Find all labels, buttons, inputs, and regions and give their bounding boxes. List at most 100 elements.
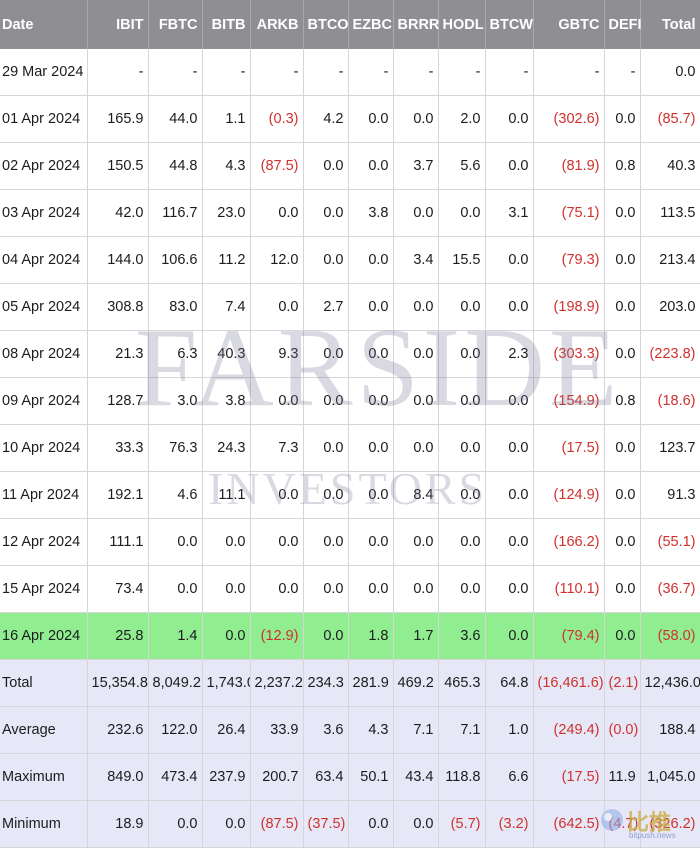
column-header-arkb: ARKB [250,0,304,49]
cell-hodl: 15.5 [438,236,486,284]
cell-total: (58.0) [640,612,700,660]
cell-btcw: 0.0 [485,283,534,331]
cell-ibit: 308.8 [87,283,149,331]
cell-brrr: 0.0 [393,565,439,613]
row-label: 01 Apr 2024 [0,95,88,143]
cell-total: 188.4 [640,706,700,754]
cell-bitb: 23.0 [202,189,251,237]
cell-total: 113.5 [640,189,700,237]
table-row: 09 Apr 2024 128.7 3.0 3.8 0.0 0.0 0.0 0.0 0.0 0.0… [0,377,700,425]
cell-defi: 0.8 [604,377,641,425]
cell-total: 91.3 [640,471,700,519]
summary-row-minimum: Minimum 18.9 0.0 0.0 (87.5) (37.5) 0.0 0.0 (5.7)… [0,800,700,848]
cell-btco: 2.7 [303,283,349,331]
cell-bitb: 0.0 [202,518,251,566]
cell-ezbc: 0.0 [348,565,394,613]
cell-total: (36.7) [640,565,700,613]
cell-fbtc: 3.0 [148,377,203,425]
cell-bitb: 0.0 [202,612,251,660]
cell-btcw: (3.2) [485,800,534,848]
cell-bitb: 24.3 [202,424,251,472]
cell-total: (85.7) [640,95,700,143]
cell-brrr: 0.0 [393,518,439,566]
cell-hodl: 5.6 [438,142,486,190]
cell-defi: 0.0 [604,471,641,519]
cell-defi: (2.1) [604,659,641,707]
cell-ezbc: 4.3 [348,706,394,754]
cell-bitb: 4.3 [202,142,251,190]
cell-total: (223.8) [640,330,700,378]
bitpush-badge: 比推 bitpush.news [597,803,697,845]
cell-btco: 0.0 [303,518,349,566]
summary-row-total: Total15,354.88,049.21,743.02,237.2234.32… [0,659,700,707]
cell-ezbc: 0.0 [348,471,394,519]
cell-gbtc: (81.9) [533,142,605,190]
cell-ibit: 192.1 [87,471,149,519]
cell-total: 203.0 [640,283,700,331]
cell-arkb: 0.0 [250,565,304,613]
cell-ezbc: 0.0 [348,283,394,331]
cell-btco: 4.2 [303,95,349,143]
table-row: 12 Apr 2024 111.1 0.0 0.0 0.0 0.0 0.0 0.0 0.0 0.0… [0,518,700,566]
cell-ezbc: 1.8 [348,612,394,660]
cell-total: 0.0 [640,49,700,96]
cell-btco: 3.6 [303,706,349,754]
cell-ibit: 111.1 [87,518,149,566]
cell-btcw: 0.0 [485,612,534,660]
cell-btco: 0.0 [303,612,349,660]
row-label: 15 Apr 2024 [0,565,88,613]
cell-gbtc: (16,461.6) [533,659,605,707]
cell-brrr: 0.0 [393,283,439,331]
cell-btcw: 2.3 [485,330,534,378]
cell-bitb: 237.9 [202,753,251,801]
cell-arkb: - [250,49,304,96]
cell-fbtc: 0.0 [148,518,203,566]
cell-brrr: - [393,49,439,96]
cell-ibit: 21.3 [87,330,149,378]
cell-brrr: 0.0 [393,377,439,425]
column-header-fbtc: FBTC [148,0,203,49]
cell-fbtc: 106.6 [148,236,203,284]
cell-fbtc: 44.8 [148,142,203,190]
cell-btcw: 0.0 [485,236,534,284]
cell-defi: 11.9 [604,753,641,801]
cell-total: 12,436.0 [640,659,700,707]
cell-fbtc: 0.0 [148,565,203,613]
row-label: Minimum [0,800,88,848]
cell-hodl: 0.0 [438,471,486,519]
cell-ibit: 25.8 [87,612,149,660]
cell-btco: 0.0 [303,236,349,284]
cell-defi: 0.0 [604,189,641,237]
cell-ibit: 73.4 [87,565,149,613]
cell-fbtc: 8,049.2 [148,659,203,707]
cell-total: (55.1) [640,518,700,566]
table-row: 11 Apr 2024 192.1 4.6 11.1 0.0 0.0 0.0 8.4 0.0 0.… [0,471,700,519]
cell-defi: 0.0 [604,565,641,613]
cell-ibit: 33.3 [87,424,149,472]
cell-gbtc: (79.4) [533,612,605,660]
cell-ibit: 232.6 [87,706,149,754]
cell-fbtc: 122.0 [148,706,203,754]
cell-fbtc: 6.3 [148,330,203,378]
cell-defi: 0.0 [604,236,641,284]
summary-row-average: Average 232.6 122.0 26.4 33.9 3.6 4.3 7.1 7.1 1.0… [0,706,700,754]
cell-ezbc: 3.8 [348,189,394,237]
cell-bitb: 1,743.0 [202,659,251,707]
row-label: 16 Apr 2024 [0,612,88,660]
cell-brrr: 3.7 [393,142,439,190]
row-label: 05 Apr 2024 [0,283,88,331]
cell-defi: 0.0 [604,612,641,660]
cell-btco: 234.3 [303,659,349,707]
cell-gbtc: (110.1) [533,565,605,613]
cell-gbtc: (303.3) [533,330,605,378]
cell-fbtc: 473.4 [148,753,203,801]
column-header-date: Date [0,0,88,49]
cell-ezbc: 0.0 [348,236,394,284]
cell-arkb: 0.0 [250,283,304,331]
cell-brrr: 7.1 [393,706,439,754]
cell-arkb: (87.5) [250,800,304,848]
cell-brrr: 0.0 [393,95,439,143]
table-row: 29 Mar 2024- - - - - - - - - - -0.0 [0,49,700,96]
cell-arkb: 33.9 [250,706,304,754]
table-row-highlighted: 16 Apr 2024 25.8 1.4 0.0 (12.9) 0.0 1.8 1.7 3.6 0… [0,612,700,660]
